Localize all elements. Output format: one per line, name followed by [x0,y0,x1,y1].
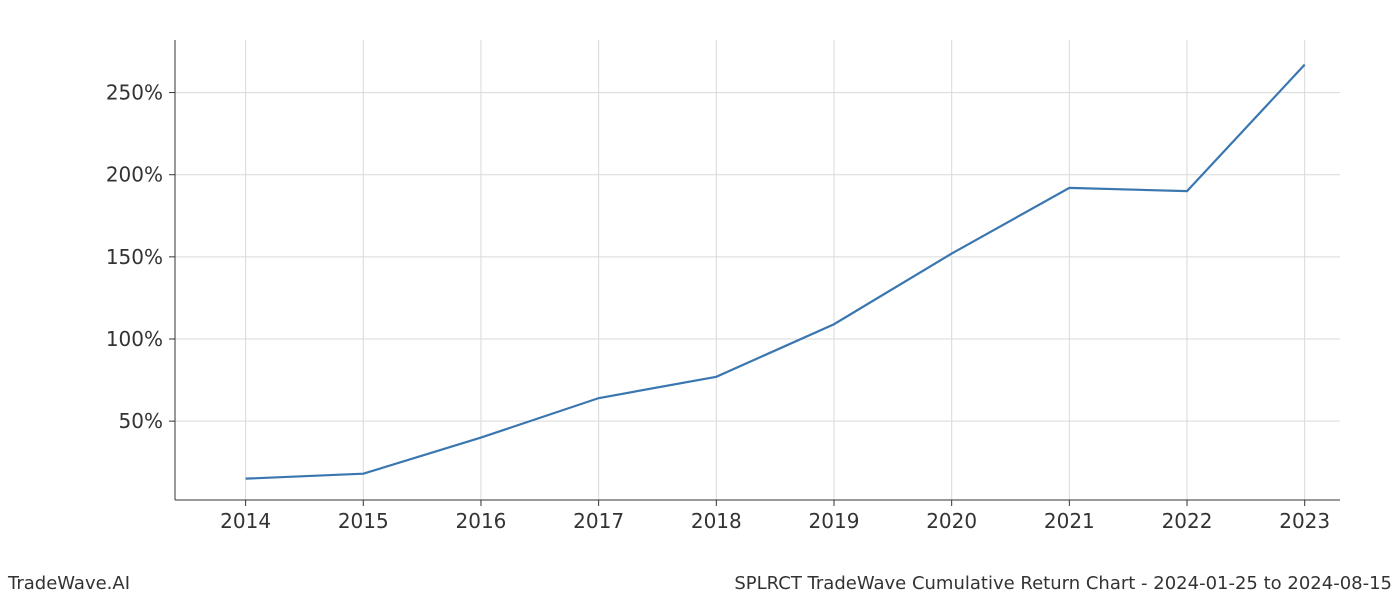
footer-left-text: TradeWave.AI [8,573,130,594]
x-tick-label: 2022 [1162,509,1213,533]
y-tick-label: 200% [106,163,163,187]
x-tick-label: 2015 [338,509,389,533]
x-tick-label: 2020 [926,509,977,533]
x-tick-label: 2017 [573,509,624,533]
x-tick-label: 2018 [691,509,742,533]
line-chart: 2014 2015 2016 2017 2018 2019 2020 2021 2022 2023… [0,0,1400,600]
x-tick-label: 2016 [456,509,507,533]
y-tick-label: 100% [106,327,163,351]
x-tick-label: 2021 [1044,509,1095,533]
x-tick-label: 2023 [1279,509,1330,533]
footer-right-text: SPLRCT TradeWave Cumulative Return Chart… [734,573,1392,594]
x-tick-label: 2014 [220,509,271,533]
x-tick-label: 2019 [809,509,860,533]
chart-container: 2014 2015 2016 2017 2018 2019 2020 2021 2022 2023… [0,0,1400,600]
y-tick-label: 150% [106,245,163,269]
y-tick-label: 250% [106,81,163,105]
y-tick-label: 50% [119,409,163,433]
